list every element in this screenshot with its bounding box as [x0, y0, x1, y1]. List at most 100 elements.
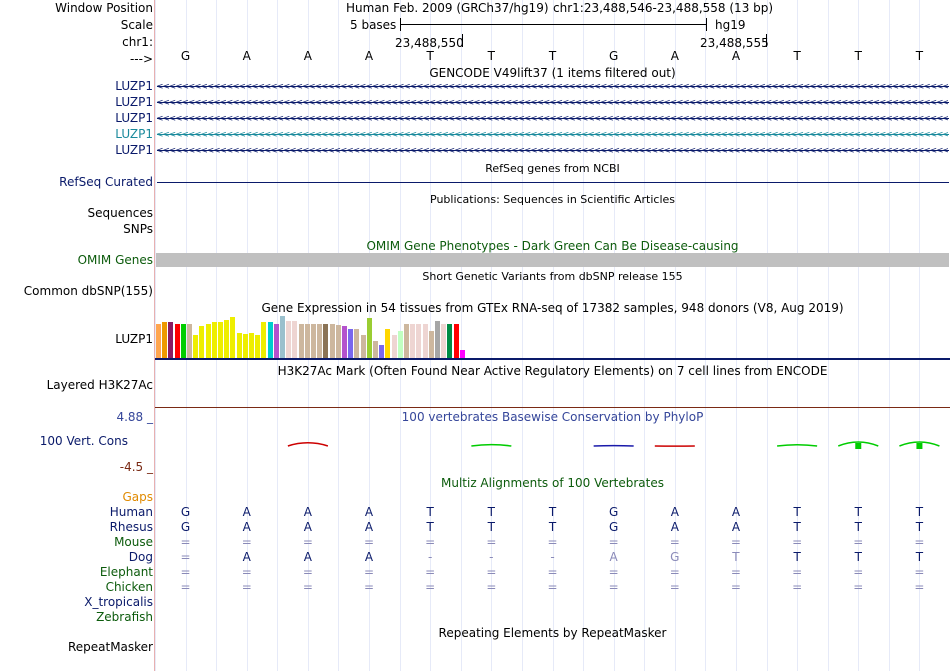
gtex-tissue-bar[interactable]: [305, 324, 310, 358]
gtex-tissue-bar[interactable]: [230, 317, 235, 358]
phylop-score-mark[interactable]: [287, 442, 329, 447]
gencode-gene-label[interactable]: LUZP1: [115, 95, 153, 109]
gtex-tissue-bar[interactable]: [193, 335, 198, 358]
gtex-tissue-bar[interactable]: [162, 322, 167, 358]
gtex-tissue-bar[interactable]: [255, 335, 260, 358]
gencode-gene-label[interactable]: LUZP1: [115, 111, 153, 125]
omim-bar[interactable]: [156, 253, 949, 267]
publications-label[interactable]: Sequences: [87, 206, 153, 220]
phylop-score-mark[interactable]: [899, 441, 940, 447]
position-info[interactable]: chr1:23,488,546-23,488,558 (13 bp): [553, 1, 774, 15]
refseq-label[interactable]: RefSeq Curated: [59, 175, 153, 189]
species-label[interactable]: Human: [109, 505, 153, 519]
gencode-gene-label[interactable]: LUZP1: [115, 143, 153, 157]
gtex-tissue-bar[interactable]: [385, 329, 390, 358]
gencode-gene-label[interactable]: LUZP1: [115, 79, 153, 93]
gtex-tissue-bar[interactable]: [237, 333, 242, 358]
gtex-tissue-bar[interactable]: [199, 326, 204, 358]
gtex-tissue-bar[interactable]: [249, 333, 254, 358]
gtex-tissue-bar[interactable]: [261, 322, 266, 358]
gtex-tissue-bar[interactable]: [367, 318, 372, 358]
gtex-tissue-bar[interactable]: [330, 324, 335, 358]
gtex-tissue-bar[interactable]: [323, 324, 328, 358]
gtex-tissue-bar[interactable]: [243, 334, 248, 358]
gtex-tissue-bar[interactable]: [299, 324, 304, 358]
omim-title[interactable]: OMIM Gene Phenotypes - Dark Green Can Be…: [366, 239, 739, 253]
gtex-tissue-bar[interactable]: [181, 324, 186, 358]
gtex-tissue-bar[interactable]: [218, 322, 223, 358]
refseq-title[interactable]: RefSeq genes from NCBI: [485, 162, 620, 175]
gtex-tissue-bar[interactable]: [268, 322, 273, 358]
gtex-tissue-bar[interactable]: [398, 331, 403, 358]
phylop-score-mark[interactable]: [777, 443, 818, 447]
gtex-tissue-bar[interactable]: [168, 322, 173, 358]
species-label[interactable]: Dog: [128, 550, 153, 564]
species-label[interactable]: Rhesus: [109, 520, 153, 534]
phylop-score-bar[interactable]: [855, 443, 862, 449]
dbsnp-title[interactable]: Short Genetic Variants from dbSNP releas…: [422, 270, 683, 283]
grid-line: [461, 0, 462, 671]
species-label[interactable]: Chicken: [105, 580, 153, 594]
gtex-title[interactable]: Gene Expression in 54 tissues from GTEx …: [261, 301, 844, 315]
species-label[interactable]: Zebrafish: [96, 610, 153, 624]
publications-title[interactable]: Publications: Sequences in Scientific Ar…: [430, 193, 675, 206]
gencode-transcript-line[interactable]: [157, 150, 949, 151]
gencode-transcript-line[interactable]: [157, 86, 949, 87]
gencode-transcript-line[interactable]: [157, 102, 949, 103]
dbsnp-label[interactable]: Common dbSNP(155): [23, 284, 153, 298]
gtex-tissue-bar[interactable]: [292, 321, 297, 358]
gtex-gene-label[interactable]: LUZP1: [115, 332, 153, 346]
gtex-tissue-bar[interactable]: [175, 324, 180, 358]
gtex-tissue-bar[interactable]: [206, 324, 211, 358]
repeatmasker-label[interactable]: RepeatMasker: [67, 640, 153, 654]
omim-label[interactable]: OMIM Genes: [77, 253, 153, 267]
phylop-score-mark[interactable]: [837, 441, 879, 447]
alignment-base: =: [914, 565, 925, 579]
gtex-tissue-bar[interactable]: [460, 350, 465, 358]
repeatmasker-title[interactable]: Repeating Elements by RepeatMasker: [438, 626, 667, 640]
gtex-tissue-bar[interactable]: [361, 335, 366, 358]
gtex-tissue-bar[interactable]: [392, 335, 397, 358]
gtex-tissue-bar[interactable]: [441, 324, 446, 358]
h3k27ac-title[interactable]: H3K27Ac Mark (Often Found Near Active Re…: [277, 364, 828, 378]
gtex-tissue-bar[interactable]: [373, 341, 378, 358]
gtex-tissue-bar[interactable]: [336, 325, 341, 358]
gtex-tissue-bar[interactable]: [454, 324, 459, 358]
gtex-tissue-bar[interactable]: [416, 324, 421, 358]
gtex-tissue-bar[interactable]: [286, 321, 291, 358]
gencode-gene-label[interactable]: LUZP1: [115, 127, 153, 141]
snps-label[interactable]: SNPs: [123, 222, 153, 236]
gtex-tissue-bar[interactable]: [311, 324, 316, 358]
gtex-tissue-bar[interactable]: [447, 324, 452, 358]
species-label[interactable]: Mouse: [114, 535, 153, 549]
gtex-tissue-bar[interactable]: [354, 329, 359, 358]
gencode-transcript-line[interactable]: [157, 134, 949, 135]
gtex-tissue-bar[interactable]: [423, 324, 428, 358]
species-label[interactable]: Elephant: [99, 565, 153, 579]
gtex-tissue-bar[interactable]: [404, 324, 409, 358]
gtex-tissue-bar[interactable]: [342, 326, 347, 358]
refseq-line[interactable]: [157, 182, 949, 183]
gtex-tissue-bar[interactable]: [224, 320, 229, 358]
gtex-tissue-bar[interactable]: [410, 324, 415, 358]
phylop-score-bar[interactable]: [916, 443, 923, 449]
multiz-title[interactable]: Multiz Alignments of 100 Vertebrates: [440, 476, 665, 490]
gencode-transcript-line[interactable]: [157, 118, 949, 119]
gtex-tissue-bar[interactable]: [187, 324, 192, 358]
gtex-tissue-bar[interactable]: [379, 345, 384, 358]
phylop-title[interactable]: 100 vertebrates Basewise Conservation by…: [401, 410, 704, 424]
gtex-tissue-bar[interactable]: [429, 331, 434, 358]
gtex-tissue-bar[interactable]: [280, 316, 285, 358]
phylop-score-mark[interactable]: [471, 443, 512, 447]
gtex-tissue-bar[interactable]: [317, 324, 322, 358]
h3k27ac-label[interactable]: Layered H3K27Ac: [46, 378, 153, 392]
gtex-tissue-bar[interactable]: [212, 322, 217, 358]
species-label[interactable]: X_tropicalis: [84, 595, 153, 609]
phylop-label[interactable]: 100 Vert. Cons: [39, 434, 128, 448]
gtex-tissue-bar[interactable]: [156, 324, 161, 358]
gtex-tissue-bar[interactable]: [435, 321, 440, 358]
gtex-tissue-bar[interactable]: [274, 324, 279, 358]
gtex-tissue-bar[interactable]: [348, 329, 353, 358]
gencode-title[interactable]: GENCODE V49lift37 (1 items filtered out): [429, 66, 676, 80]
